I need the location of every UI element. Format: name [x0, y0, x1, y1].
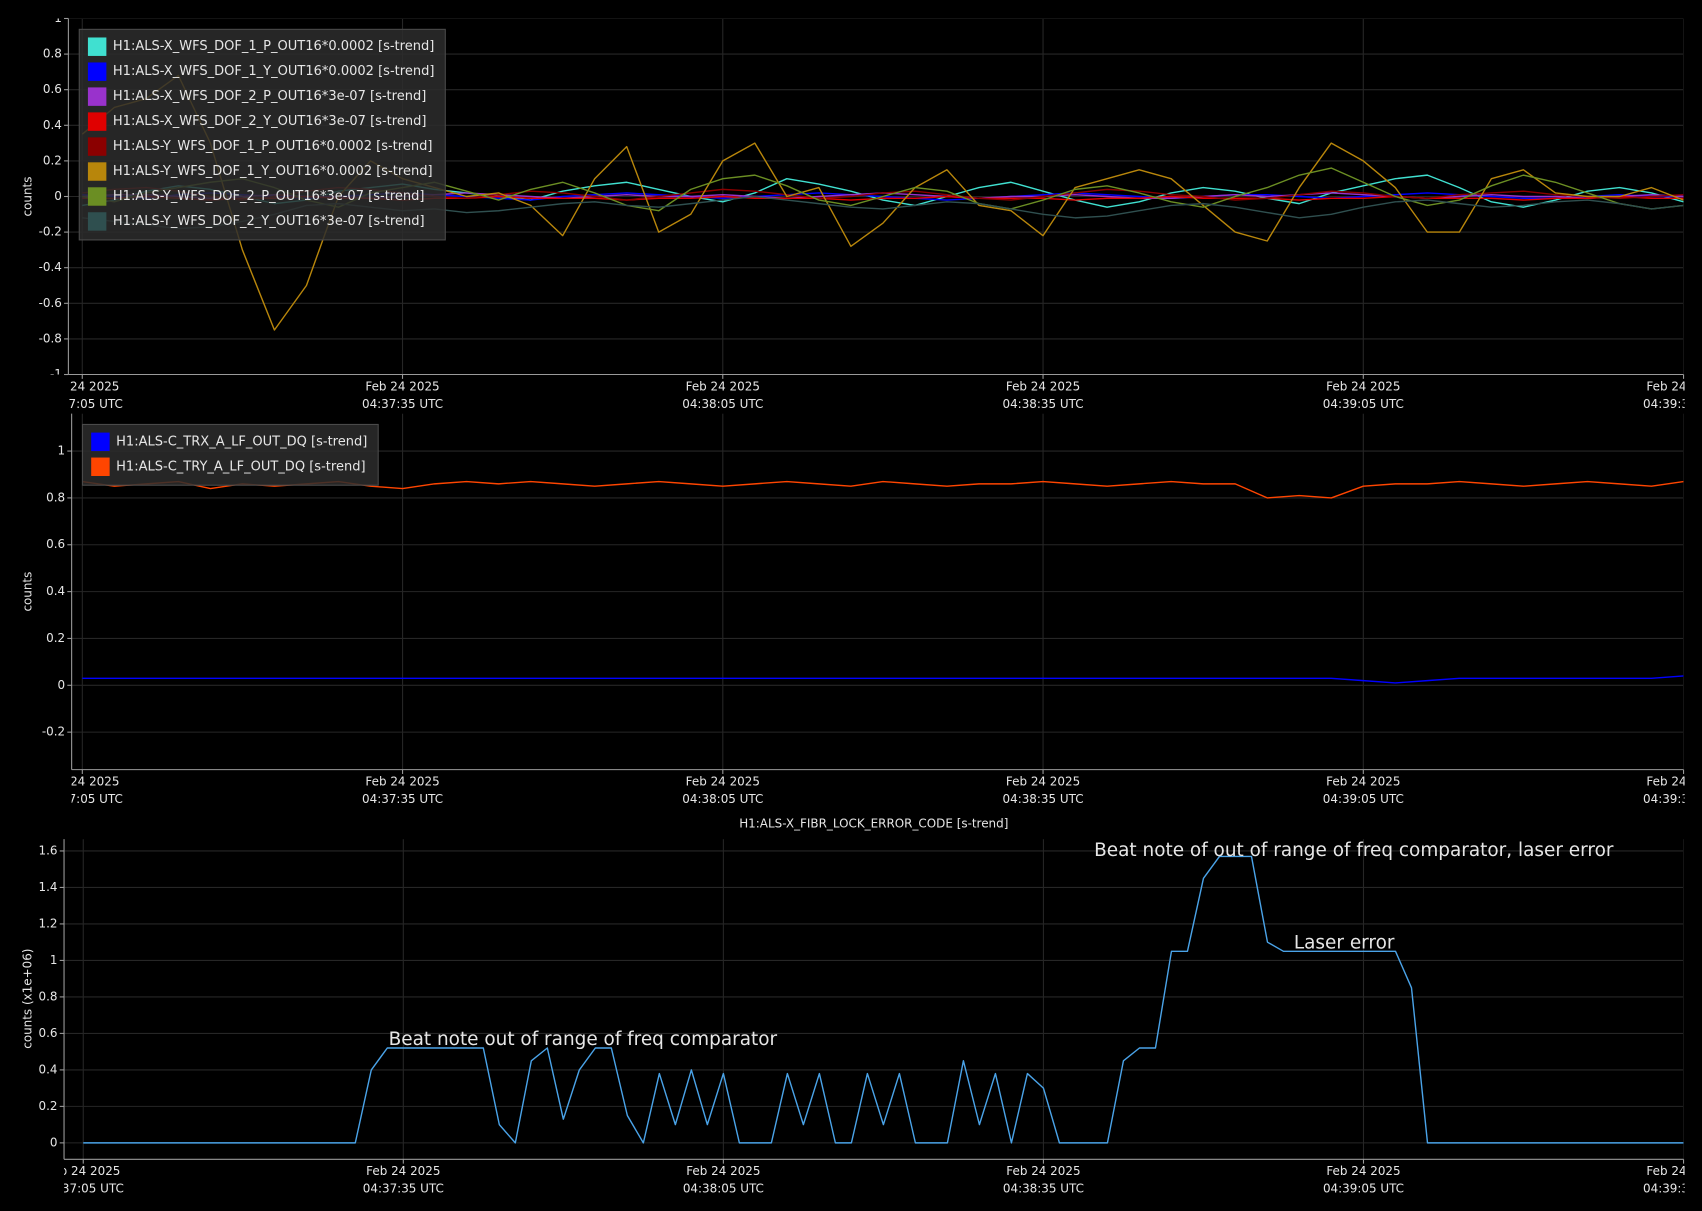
y-tick-label: 0 [54, 189, 62, 203]
x-tick-label: Feb 24 2025 04:37:05 UTC [42, 774, 123, 805]
legend-swatch [87, 62, 107, 81]
legend-label: H1:ALS-C_TRY_A_LF_OUT_DQ [s-trend] [116, 459, 365, 474]
legend-label: H1:ALS-Y_WFS_DOF_1_Y_OUT16*0.0002 [s-tre… [113, 164, 433, 179]
y-tick-label: -1 [50, 367, 62, 381]
y-tick-label: 1 [54, 11, 62, 25]
legend-swatch [87, 37, 107, 56]
legend-swatch [87, 212, 107, 231]
annotation: Beat note out of range of freq comparato… [389, 1029, 778, 1050]
x-tick-label: Feb 24 2025 04:38:05 UTC [682, 774, 763, 805]
y-tick-label: 1.4 [39, 880, 58, 894]
x-tick-label: Feb 24 2025 04:39:05 UTC [1323, 379, 1404, 410]
y-tick-label: 1 [50, 953, 58, 967]
y-tick-label: 0.8 [46, 490, 65, 504]
y-tick-label: 0.4 [43, 118, 62, 132]
x-tick-label: Feb 24 2025 04:38:35 UTC [1002, 379, 1083, 410]
x-axis-labels: Feb 24 2025 04:37:05 UTC Feb 24 2025 04:37:… [42, 379, 1702, 410]
y-tick-label: 0.4 [46, 584, 65, 598]
legend-swatch [91, 432, 110, 452]
y-axis-labels: -0.2 0 0.2 0.4 0.6 0.8 1 [42, 444, 65, 739]
y-tick-label: 0.2 [39, 1099, 58, 1113]
legend-swatch [87, 137, 107, 156]
y-axis-labels: 0 0.2 0.4 0.6 0.8 1 1.2 1.4 1.6 [39, 843, 58, 1149]
y-tick-label: -0.2 [39, 225, 62, 239]
legend-label: H1:ALS-X_WFS_DOF_1_Y_OUT16*0.0002 [s-tre… [113, 64, 435, 79]
x-tick-label: Feb 24 2025 04:38:05 UTC [682, 379, 763, 410]
x-tick-label: Feb 24 2025 04:39:05 UTC [1323, 774, 1404, 805]
legend-swatch [87, 187, 107, 206]
y-tick-label: 0.6 [39, 1026, 58, 1040]
legend-swatch [87, 87, 107, 106]
legend-label: H1:ALS-X_WFS_DOF_2_Y_OUT16*3e-07 [s-tren… [113, 114, 427, 129]
legend-label: H1:ALS-X_WFS_DOF_1_P_OUT16*0.0002 [s-tre… [113, 39, 434, 54]
annotation: Laser error [1294, 932, 1395, 953]
series-line [83, 855, 1684, 1144]
legend-label: H1:ALS-C_TRX_A_LF_OUT_DQ [s-trend] [116, 434, 367, 449]
x-tick-label: Feb 24 2025 04:37:35 UTC [362, 774, 443, 805]
plot-area [71, 413, 1684, 770]
y-tick-label: -0.2 [42, 725, 65, 739]
y-tick-label: -0.6 [39, 296, 62, 310]
legend-box [78, 28, 446, 241]
series-line [82, 675, 1684, 684]
x-tick-label: Feb 24 2025 04:39:05 UTC [1323, 1164, 1404, 1195]
plot-title: H1:ALS-X_FIBR_LOCK_ERROR_CODE [s-trend] [739, 816, 1008, 830]
legend-label: H1:ALS-Y_WFS_DOF_1_P_OUT16*0.0002 [s-tre… [113, 139, 433, 154]
x-tick-label: Feb 24 2025 04:38:05 UTC [683, 1164, 764, 1195]
y-tick-label: 0.2 [43, 153, 62, 167]
annotation: Beat note of out of range of freq compar… [1094, 840, 1614, 861]
x-axis-labels: Feb 24 2025 04:37:05 UTC Feb 24 2025 04:37:… [43, 1164, 1702, 1195]
y-tick-label: 0.4 [39, 1062, 58, 1076]
legend-label: H1:ALS-X_WFS_DOF_2_P_OUT16*3e-07 [s-tren… [113, 89, 426, 104]
y-tick-label: -0.4 [39, 260, 62, 274]
y-tick-label: 1.2 [39, 916, 58, 930]
legend-swatch [91, 457, 110, 477]
x-tick-label: Feb 24 2025 04:37:35 UTC [362, 379, 443, 410]
x-tick-label: Feb 24 2025 04:37:35 UTC [363, 1164, 444, 1195]
y-tick-label: 0 [58, 678, 66, 692]
y-axis-labels: -1 -0.8 -0.6 -0.4 -0.2 0 0.2 0.4 0.6 0.8 1 [39, 11, 62, 381]
plot-area [64, 839, 1684, 1160]
x-tick-label: Feb 24 2025 04:37:05 UTC [42, 379, 123, 410]
y-tick-label: 1 [58, 444, 66, 458]
x-tick-label: Feb 24 2025 04:38:35 UTC [1003, 1164, 1084, 1195]
x-tick-label: Feb 24 2025 04:38:35 UTC [1003, 774, 1084, 805]
legend-swatch [87, 162, 107, 181]
y-tick-label: 0.6 [43, 82, 62, 96]
legend-box [81, 423, 379, 486]
y-tick-label: 0.8 [43, 47, 62, 61]
x-tick-label: Feb 24 2025 04:37:05 UTC [43, 1164, 124, 1195]
y-tick-label: -0.8 [39, 331, 62, 345]
y-axis-title: counts (x1e+06) [21, 949, 35, 1049]
y-tick-label: 0 [50, 1135, 58, 1149]
y-axis-title: counts [21, 177, 35, 217]
y-axis-title: counts [21, 572, 35, 612]
x-axis-labels: Feb 24 2025 04:37:05 UTC Feb 24 2025 04:37:… [42, 774, 1702, 805]
y-tick-label: 0.8 [39, 989, 58, 1003]
y-tick-label: 0.2 [46, 631, 65, 645]
y-tick-label: 1.6 [39, 843, 58, 857]
y-tick-label: 0.6 [46, 537, 65, 551]
legend-label: H1:ALS-Y_WFS_DOF_2_Y_OUT16*3e-07 [s-tren… [113, 214, 425, 229]
legend-label: H1:ALS-Y_WFS_DOF_2_P_OUT16*3e-07 [s-tren… [113, 189, 425, 204]
legend-swatch [87, 112, 107, 131]
